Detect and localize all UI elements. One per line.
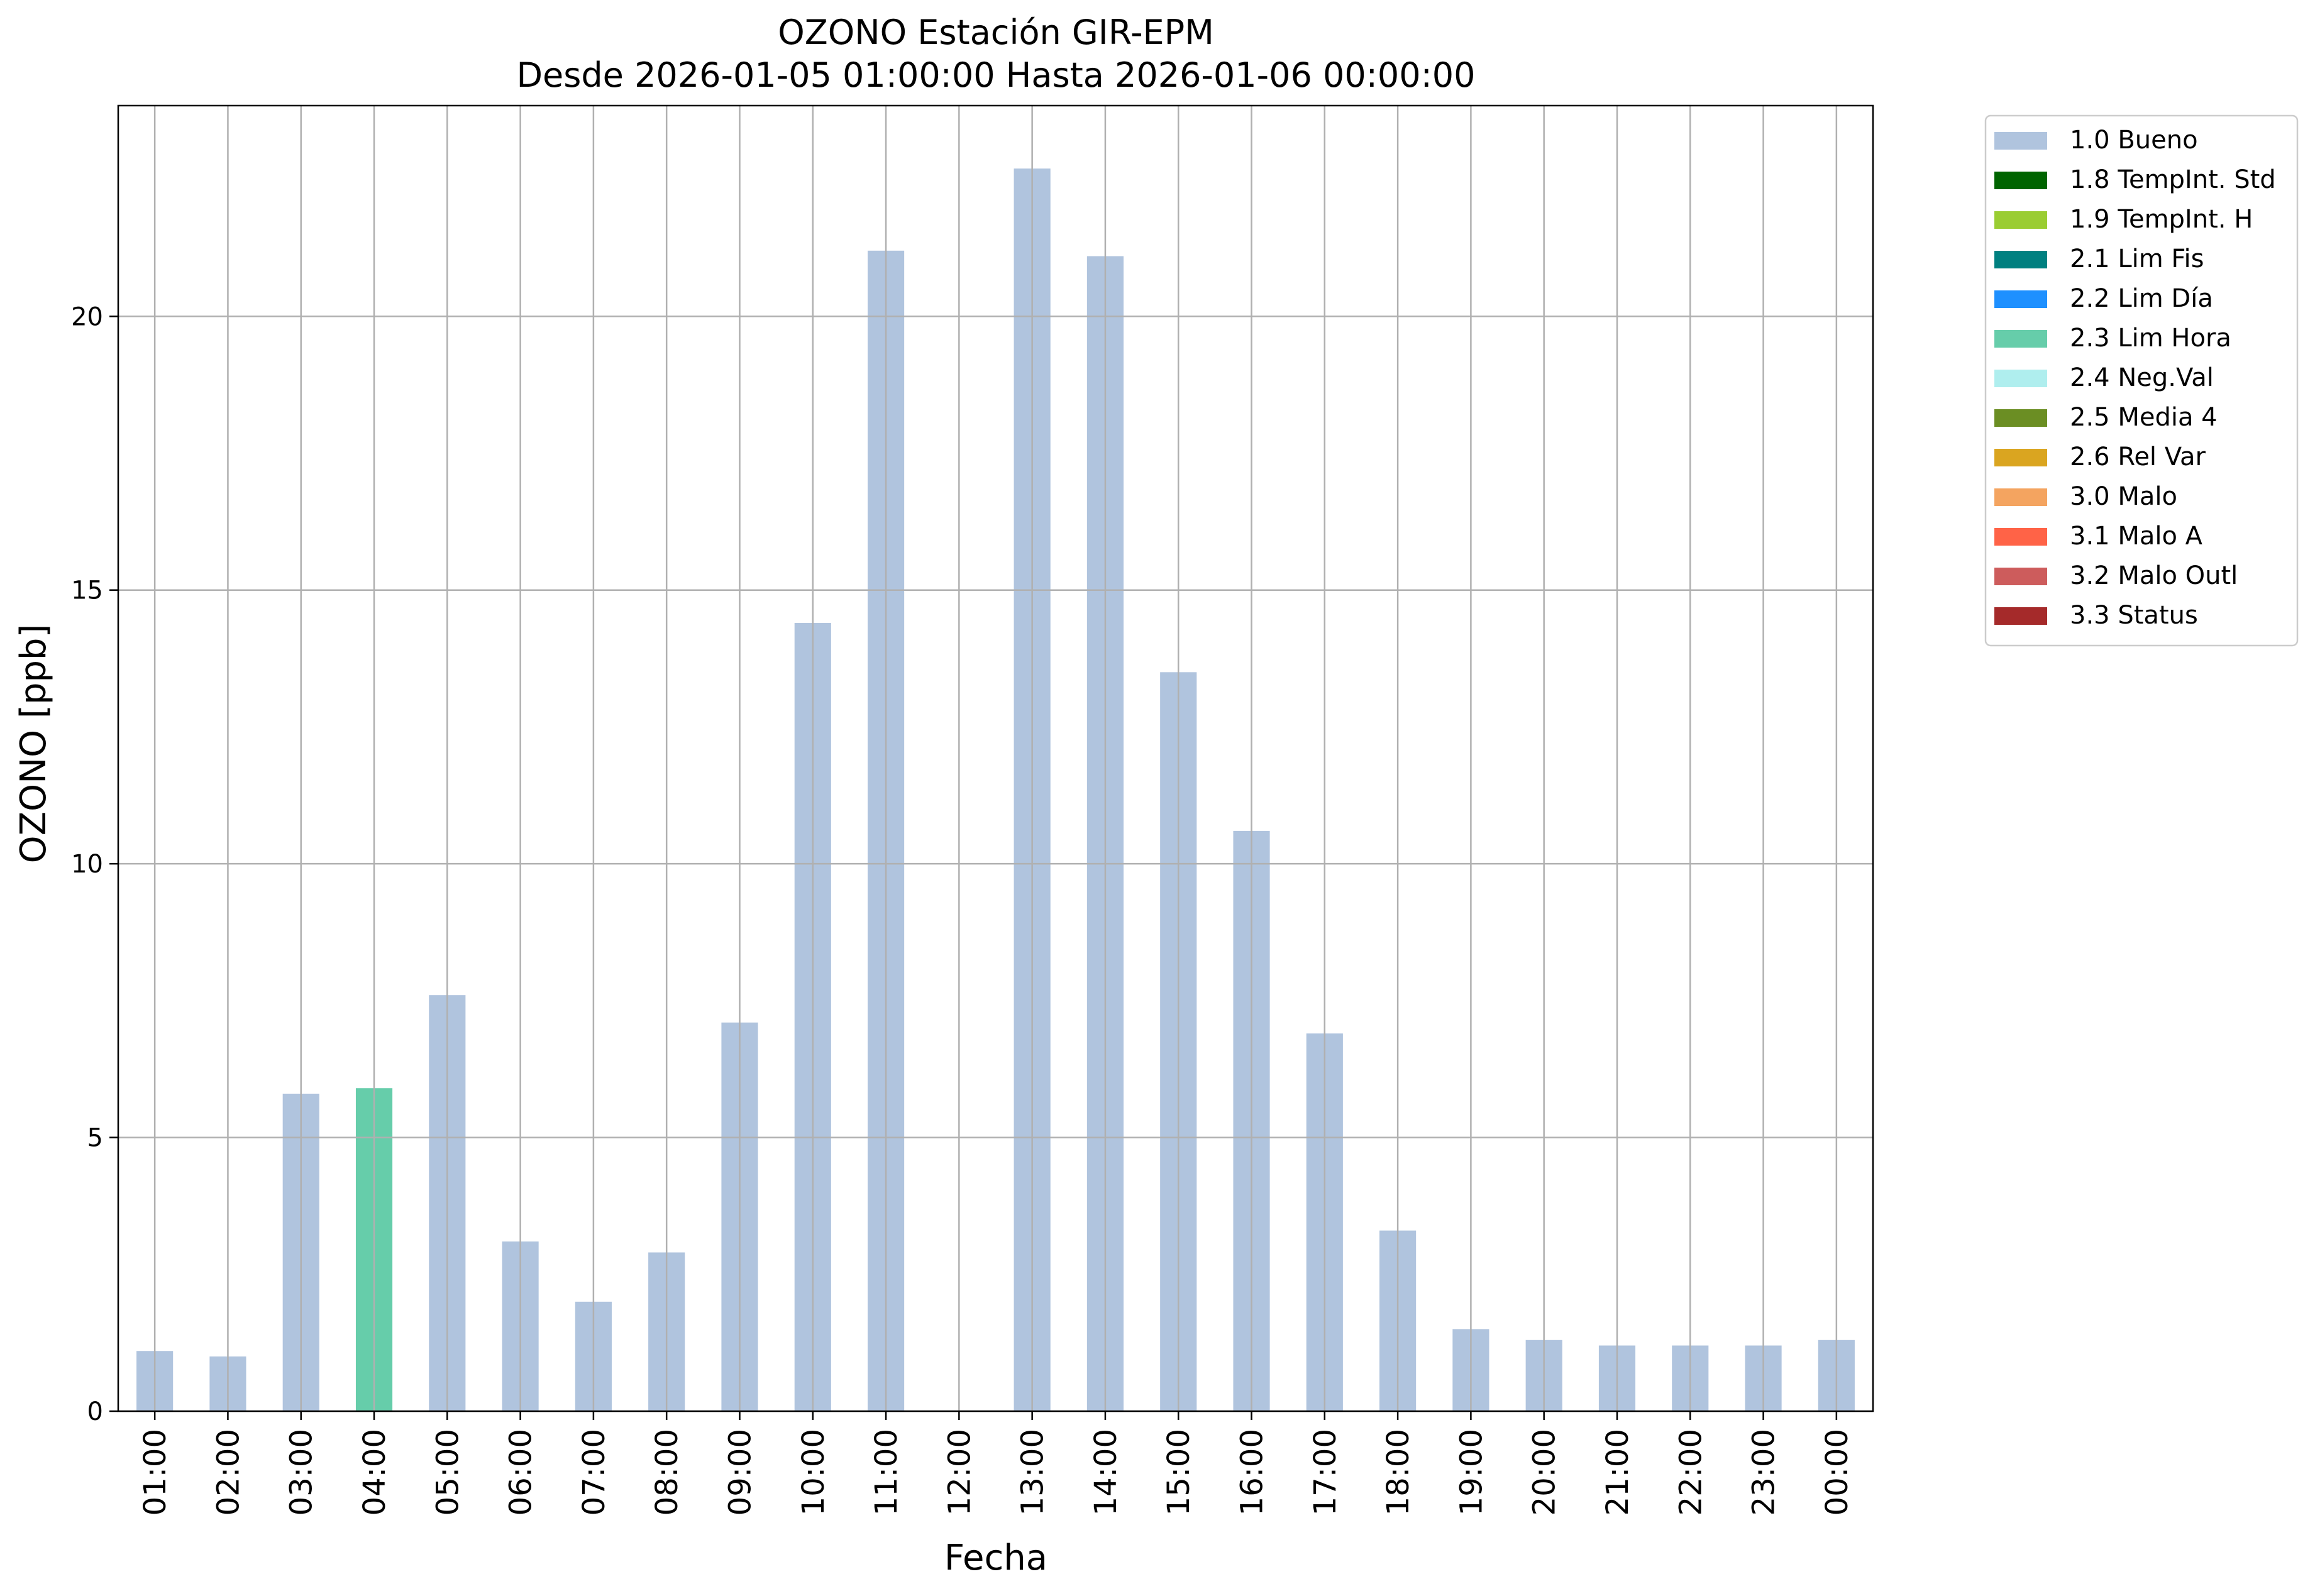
x-tick-label: 12:00 <box>942 1429 977 1516</box>
legend-swatch <box>1994 607 2047 625</box>
y-tick-label: 0 <box>87 1397 103 1426</box>
x-tick-label: 22:00 <box>1673 1429 1708 1516</box>
x-tick-label: 19:00 <box>1454 1429 1489 1516</box>
x-tick-label: 14:00 <box>1088 1429 1124 1516</box>
x-tick-label: 05:00 <box>430 1429 465 1516</box>
legend-frame <box>1984 114 2299 647</box>
x-tick-label: 06:00 <box>504 1429 539 1516</box>
y-tick-label: 20 <box>71 302 103 331</box>
legend-label: 2.5 Media 4 <box>2070 403 2218 432</box>
chart-subtitle: Desde 2026-01-05 01:00:00 Hasta 2026-01-… <box>516 55 1475 95</box>
x-tick-label: 07:00 <box>577 1429 612 1516</box>
legend-swatch <box>1994 330 2047 348</box>
legend-swatch <box>1994 528 2047 546</box>
x-tick-label: 15:00 <box>1161 1429 1196 1516</box>
x-tick-label: 01:00 <box>138 1429 173 1516</box>
x-tick-label: 04:00 <box>357 1429 392 1516</box>
x-tick-label: 18:00 <box>1381 1429 1416 1516</box>
legend-label: 2.2 Lim Día <box>2070 284 2213 313</box>
legend-label: 1.8 TempInt. Std <box>2070 165 2276 194</box>
x-axis-label: Fecha <box>944 1538 1047 1578</box>
legend-swatch <box>1994 172 2047 189</box>
legend-swatch <box>1994 488 2047 506</box>
legend-label: 3.1 Malo A <box>2070 522 2203 551</box>
legend-swatch <box>1994 211 2047 229</box>
legend-swatch <box>1994 251 2047 268</box>
x-tick-label: 23:00 <box>1747 1429 1782 1516</box>
x-tick-label: 11:00 <box>869 1429 904 1516</box>
x-tick-label: 13:00 <box>1015 1429 1051 1516</box>
chart-title: OZONO Estación GIR-EPM <box>778 13 1214 52</box>
legend-swatch <box>1994 409 2047 427</box>
x-tick-label: 08:00 <box>649 1429 685 1516</box>
legend-label: 2.3 Lim Hora <box>2070 324 2231 353</box>
plot-frame <box>117 104 1874 1412</box>
legend-swatch <box>1994 449 2047 466</box>
x-tick-label: 00:00 <box>1820 1429 1855 1516</box>
legend-label: 3.3 Status <box>2070 601 2198 630</box>
y-tick-label: 15 <box>71 576 103 605</box>
plot-area: 0 5 10 15 20 01:00 02:00 03:00 04:00 05:00 06:00 07… <box>71 104 1874 1516</box>
legend-label: 2.4 Neg.Val <box>2070 363 2214 392</box>
legend-label: 3.2 Malo Outl <box>2070 561 2238 590</box>
y-axis-label: OZONO [ppb] <box>13 624 54 864</box>
legend-label: 3.0 Malo <box>2070 482 2177 511</box>
legend-label: 1.9 TempInt. H <box>2070 205 2253 234</box>
y-tick-label: 5 <box>87 1124 103 1153</box>
x-tick-label: 20:00 <box>1527 1429 1562 1516</box>
x-tick-label: 03:00 <box>284 1429 319 1516</box>
legend-label: 1.0 Bueno <box>2070 126 2198 155</box>
y-tick-label: 10 <box>71 850 103 879</box>
legend-label: 2.6 Rel Var <box>2070 443 2206 471</box>
legend: 1.0 Bueno 1.8 TempInt. Std 1.9 TempInt. H 2… <box>1984 114 2299 647</box>
x-tick-label: 02:00 <box>211 1429 246 1516</box>
legend-swatch <box>1994 568 2047 585</box>
legend-label: 2.1 Lim Fis <box>2070 245 2204 273</box>
x-tick-label: 21:00 <box>1600 1429 1635 1516</box>
x-tick-label: 16:00 <box>1235 1429 1270 1516</box>
legend-swatch <box>1994 290 2047 308</box>
legend-swatch <box>1994 132 2047 150</box>
x-tick-label: 09:00 <box>722 1429 758 1516</box>
x-tick-label: 17:00 <box>1308 1429 1343 1516</box>
legend-swatch <box>1994 370 2047 387</box>
x-tick-label: 10:00 <box>796 1429 831 1516</box>
